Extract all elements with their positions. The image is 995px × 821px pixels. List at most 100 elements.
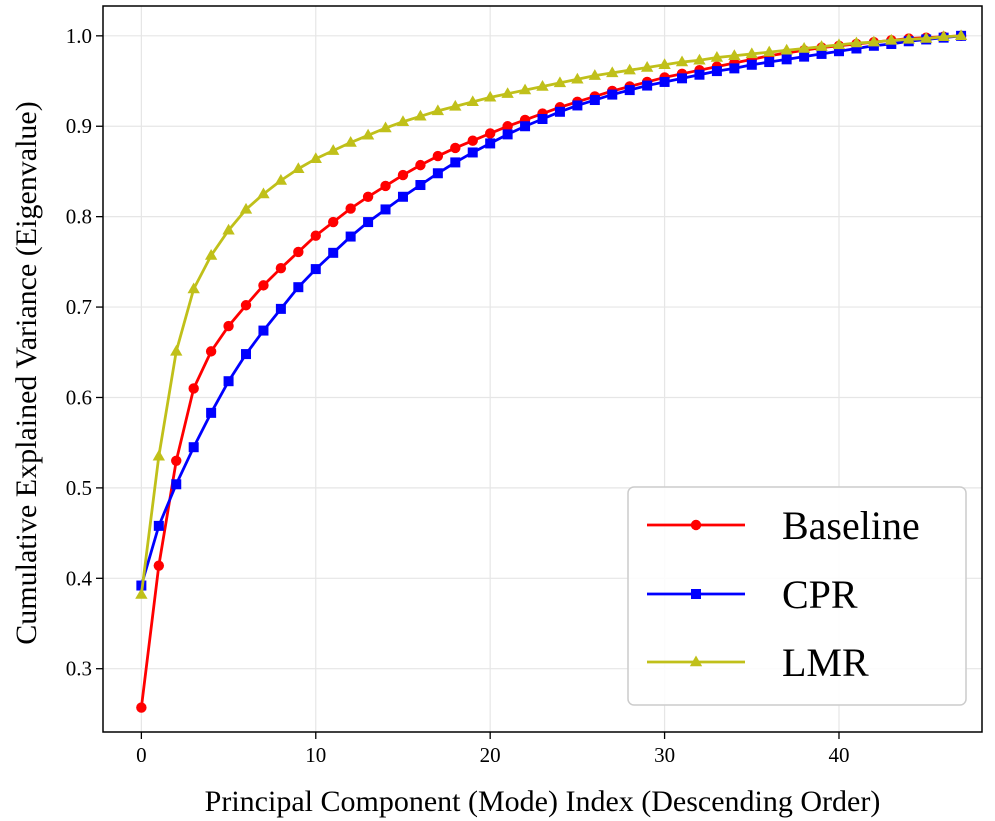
data-point-lmr bbox=[274, 173, 288, 185]
data-point-baseline bbox=[502, 121, 513, 132]
y-tick-label: 1.0 bbox=[66, 24, 92, 48]
data-point-baseline bbox=[397, 169, 409, 181]
y-tick-label: 0.3 bbox=[66, 657, 92, 681]
legend-marker-lmr bbox=[689, 655, 703, 667]
data-point-lmr bbox=[885, 33, 898, 45]
series-layer bbox=[135, 29, 968, 713]
data-point-cpr bbox=[764, 57, 775, 68]
data-point-lmr bbox=[571, 72, 584, 84]
data-point-lmr bbox=[797, 41, 811, 53]
series-lmr bbox=[135, 29, 968, 599]
data-point-baseline bbox=[432, 150, 444, 162]
data-point-baseline bbox=[484, 128, 496, 139]
data-point-cpr bbox=[677, 73, 688, 84]
data-point-baseline bbox=[328, 216, 339, 228]
data-point-cpr bbox=[293, 282, 304, 293]
data-point-baseline bbox=[345, 203, 356, 214]
data-point-lmr bbox=[518, 83, 532, 95]
data-point-cpr bbox=[363, 217, 374, 228]
y-axis-title: Cumulative Explained Variance (Eigenvalu… bbox=[10, 101, 43, 644]
data-point-lmr bbox=[867, 35, 881, 47]
y-tick-label: 0.7 bbox=[66, 295, 92, 319]
data-point-lmr bbox=[815, 40, 828, 51]
data-point-cpr bbox=[816, 48, 827, 59]
data-point-baseline bbox=[467, 135, 478, 146]
data-point-baseline bbox=[293, 246, 304, 258]
data-point-lmr bbox=[920, 32, 933, 43]
data-point-lmr bbox=[850, 36, 863, 48]
data-point-lmr bbox=[954, 29, 968, 41]
data-point-lmr bbox=[449, 99, 462, 111]
data-point-cpr bbox=[467, 147, 478, 158]
data-point-lmr bbox=[728, 49, 741, 60]
data-point-baseline bbox=[258, 280, 269, 291]
data-point-cpr bbox=[694, 69, 705, 80]
data-point-cpr bbox=[258, 325, 269, 336]
data-point-baseline bbox=[310, 230, 321, 241]
data-point-lmr bbox=[257, 187, 270, 199]
data-point-lmr bbox=[745, 47, 758, 59]
data-point-cpr bbox=[380, 204, 391, 215]
legend-marker-cpr bbox=[691, 589, 701, 599]
data-point-baseline bbox=[380, 180, 391, 192]
legend-marker-baseline bbox=[690, 519, 702, 531]
data-point-cpr bbox=[520, 121, 531, 132]
data-point-cpr bbox=[833, 46, 844, 57]
x-tick-label: 10 bbox=[305, 743, 326, 767]
data-point-baseline bbox=[188, 383, 199, 394]
data-point-cpr bbox=[502, 129, 513, 140]
grid bbox=[103, 6, 982, 732]
data-point-lmr bbox=[937, 30, 950, 41]
legend-label-baseline: Baseline bbox=[782, 503, 920, 548]
x-axis-title: Principal Component (Mode) Index (Descen… bbox=[205, 785, 881, 818]
data-point-cpr bbox=[729, 63, 740, 74]
data-point-lmr bbox=[431, 104, 445, 116]
data-point-lmr bbox=[902, 32, 915, 44]
legend-item-lmr: LMR bbox=[647, 640, 869, 685]
legend: Baseline CPR LMR bbox=[627, 486, 967, 706]
data-point-lmr bbox=[553, 76, 567, 88]
data-point-baseline bbox=[362, 191, 374, 202]
data-point-lmr bbox=[484, 90, 497, 102]
data-point-cpr bbox=[589, 95, 600, 106]
data-point-cpr bbox=[450, 157, 461, 168]
data-point-cpr bbox=[607, 89, 618, 100]
data-point-cpr bbox=[171, 479, 182, 490]
data-point-lmr bbox=[222, 223, 235, 235]
data-point-lmr bbox=[780, 43, 793, 55]
ticks: 0 10 20 30 40 0.3 0.4 0.5 0.6 0.7 0.8 0.9 1.0 bbox=[66, 24, 850, 767]
data-point-cpr bbox=[188, 442, 199, 453]
data-point-lmr bbox=[344, 136, 357, 147]
data-point-lmr bbox=[710, 51, 724, 62]
data-point-lmr bbox=[292, 162, 305, 173]
data-point-cpr bbox=[206, 407, 217, 418]
legend-item-baseline: Baseline bbox=[647, 503, 920, 548]
data-point-lmr bbox=[623, 63, 636, 75]
legend-box bbox=[627, 486, 967, 706]
data-point-baseline bbox=[223, 320, 234, 332]
data-point-lmr bbox=[466, 95, 479, 107]
data-point-lmr bbox=[204, 249, 218, 260]
legend-label-cpr: CPR bbox=[782, 572, 858, 617]
data-point-lmr bbox=[327, 144, 340, 155]
data-point-lmr bbox=[832, 38, 846, 50]
data-point-lmr bbox=[606, 66, 619, 78]
data-point-cpr bbox=[223, 376, 234, 387]
data-point-cpr bbox=[328, 247, 339, 258]
data-point-baseline bbox=[153, 560, 165, 571]
data-point-cpr bbox=[746, 59, 757, 70]
data-point-cpr bbox=[799, 51, 810, 62]
data-point-baseline bbox=[136, 702, 147, 713]
y-tick-label: 0.5 bbox=[66, 476, 92, 500]
data-point-cpr bbox=[241, 349, 252, 360]
data-point-baseline bbox=[205, 346, 217, 357]
y-tick-label: 0.8 bbox=[66, 205, 92, 229]
y-tick-label: 0.9 bbox=[66, 114, 92, 138]
data-point-lmr bbox=[187, 282, 200, 294]
data-point-cpr bbox=[275, 303, 286, 314]
data-point-lmr bbox=[361, 128, 375, 140]
data-point-cpr bbox=[345, 231, 356, 242]
data-point-baseline bbox=[275, 262, 287, 274]
x-tick-label: 40 bbox=[828, 743, 849, 767]
data-point-cpr bbox=[851, 43, 862, 54]
